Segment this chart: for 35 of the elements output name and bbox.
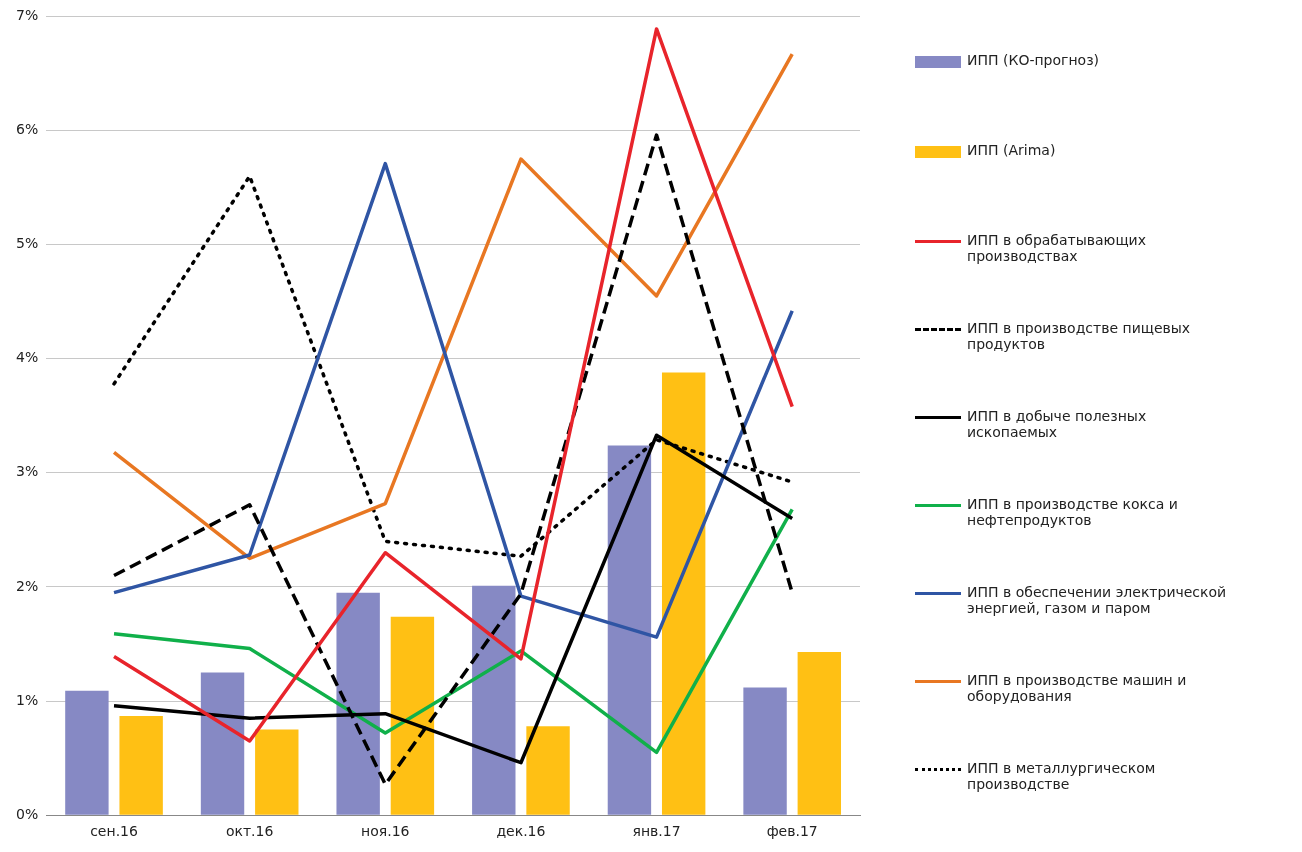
- bar: [526, 726, 570, 815]
- y-tick-label: 0%: [15, 805, 39, 822]
- y-tick-label: 2%: [15, 577, 39, 594]
- bar: [390, 616, 435, 815]
- y-tick-label: 4%: [15, 349, 39, 366]
- bar: [336, 592, 380, 815]
- x-tick-label: ноя.16: [361, 823, 410, 840]
- bar: [200, 672, 245, 815]
- legend-label: ИПП в производстве машин и оборудования: [967, 672, 1188, 704]
- legend-label: ИПП (Arima): [967, 142, 1056, 158]
- legend-label: ИПП в добыче полезных ископаемых: [967, 408, 1148, 440]
- y-tick-label: 5%: [15, 235, 39, 252]
- y-tick-label: 1%: [15, 691, 39, 708]
- legend-label: ИПП в металлургическом производстве: [967, 760, 1157, 792]
- bar: [119, 715, 163, 815]
- y-tick-label: 6%: [15, 121, 39, 138]
- bar: [797, 652, 842, 815]
- y-tick-label: 3%: [15, 463, 39, 480]
- legend-label: ИПП в обеспечении электрической энергией, газом и паром: [967, 584, 1228, 616]
- legend-label: ИПП в производстве пищевых продуктов: [967, 320, 1192, 352]
- y-tick-label: 7%: [15, 7, 39, 24]
- bar: [65, 690, 109, 815]
- bar: [607, 445, 652, 815]
- x-tick-label: фев.17: [766, 823, 818, 840]
- x-tick-label: окт.16: [225, 823, 274, 840]
- bar: [255, 729, 299, 815]
- legend-label: ИПП (КО-прогноз): [967, 52, 1100, 68]
- bar: [472, 585, 516, 815]
- x-tick-label: дек.16: [496, 823, 546, 840]
- x-tick-label: сен.16: [90, 823, 138, 840]
- x-tick-label: янв.17: [632, 823, 681, 840]
- legend-label: ИПП в обрабатывающих производствах: [967, 232, 1147, 264]
- legend-label: ИПП в производстве кокса и нефтепродуктов: [967, 496, 1179, 528]
- bar: [743, 687, 787, 815]
- bar: [661, 372, 706, 815]
